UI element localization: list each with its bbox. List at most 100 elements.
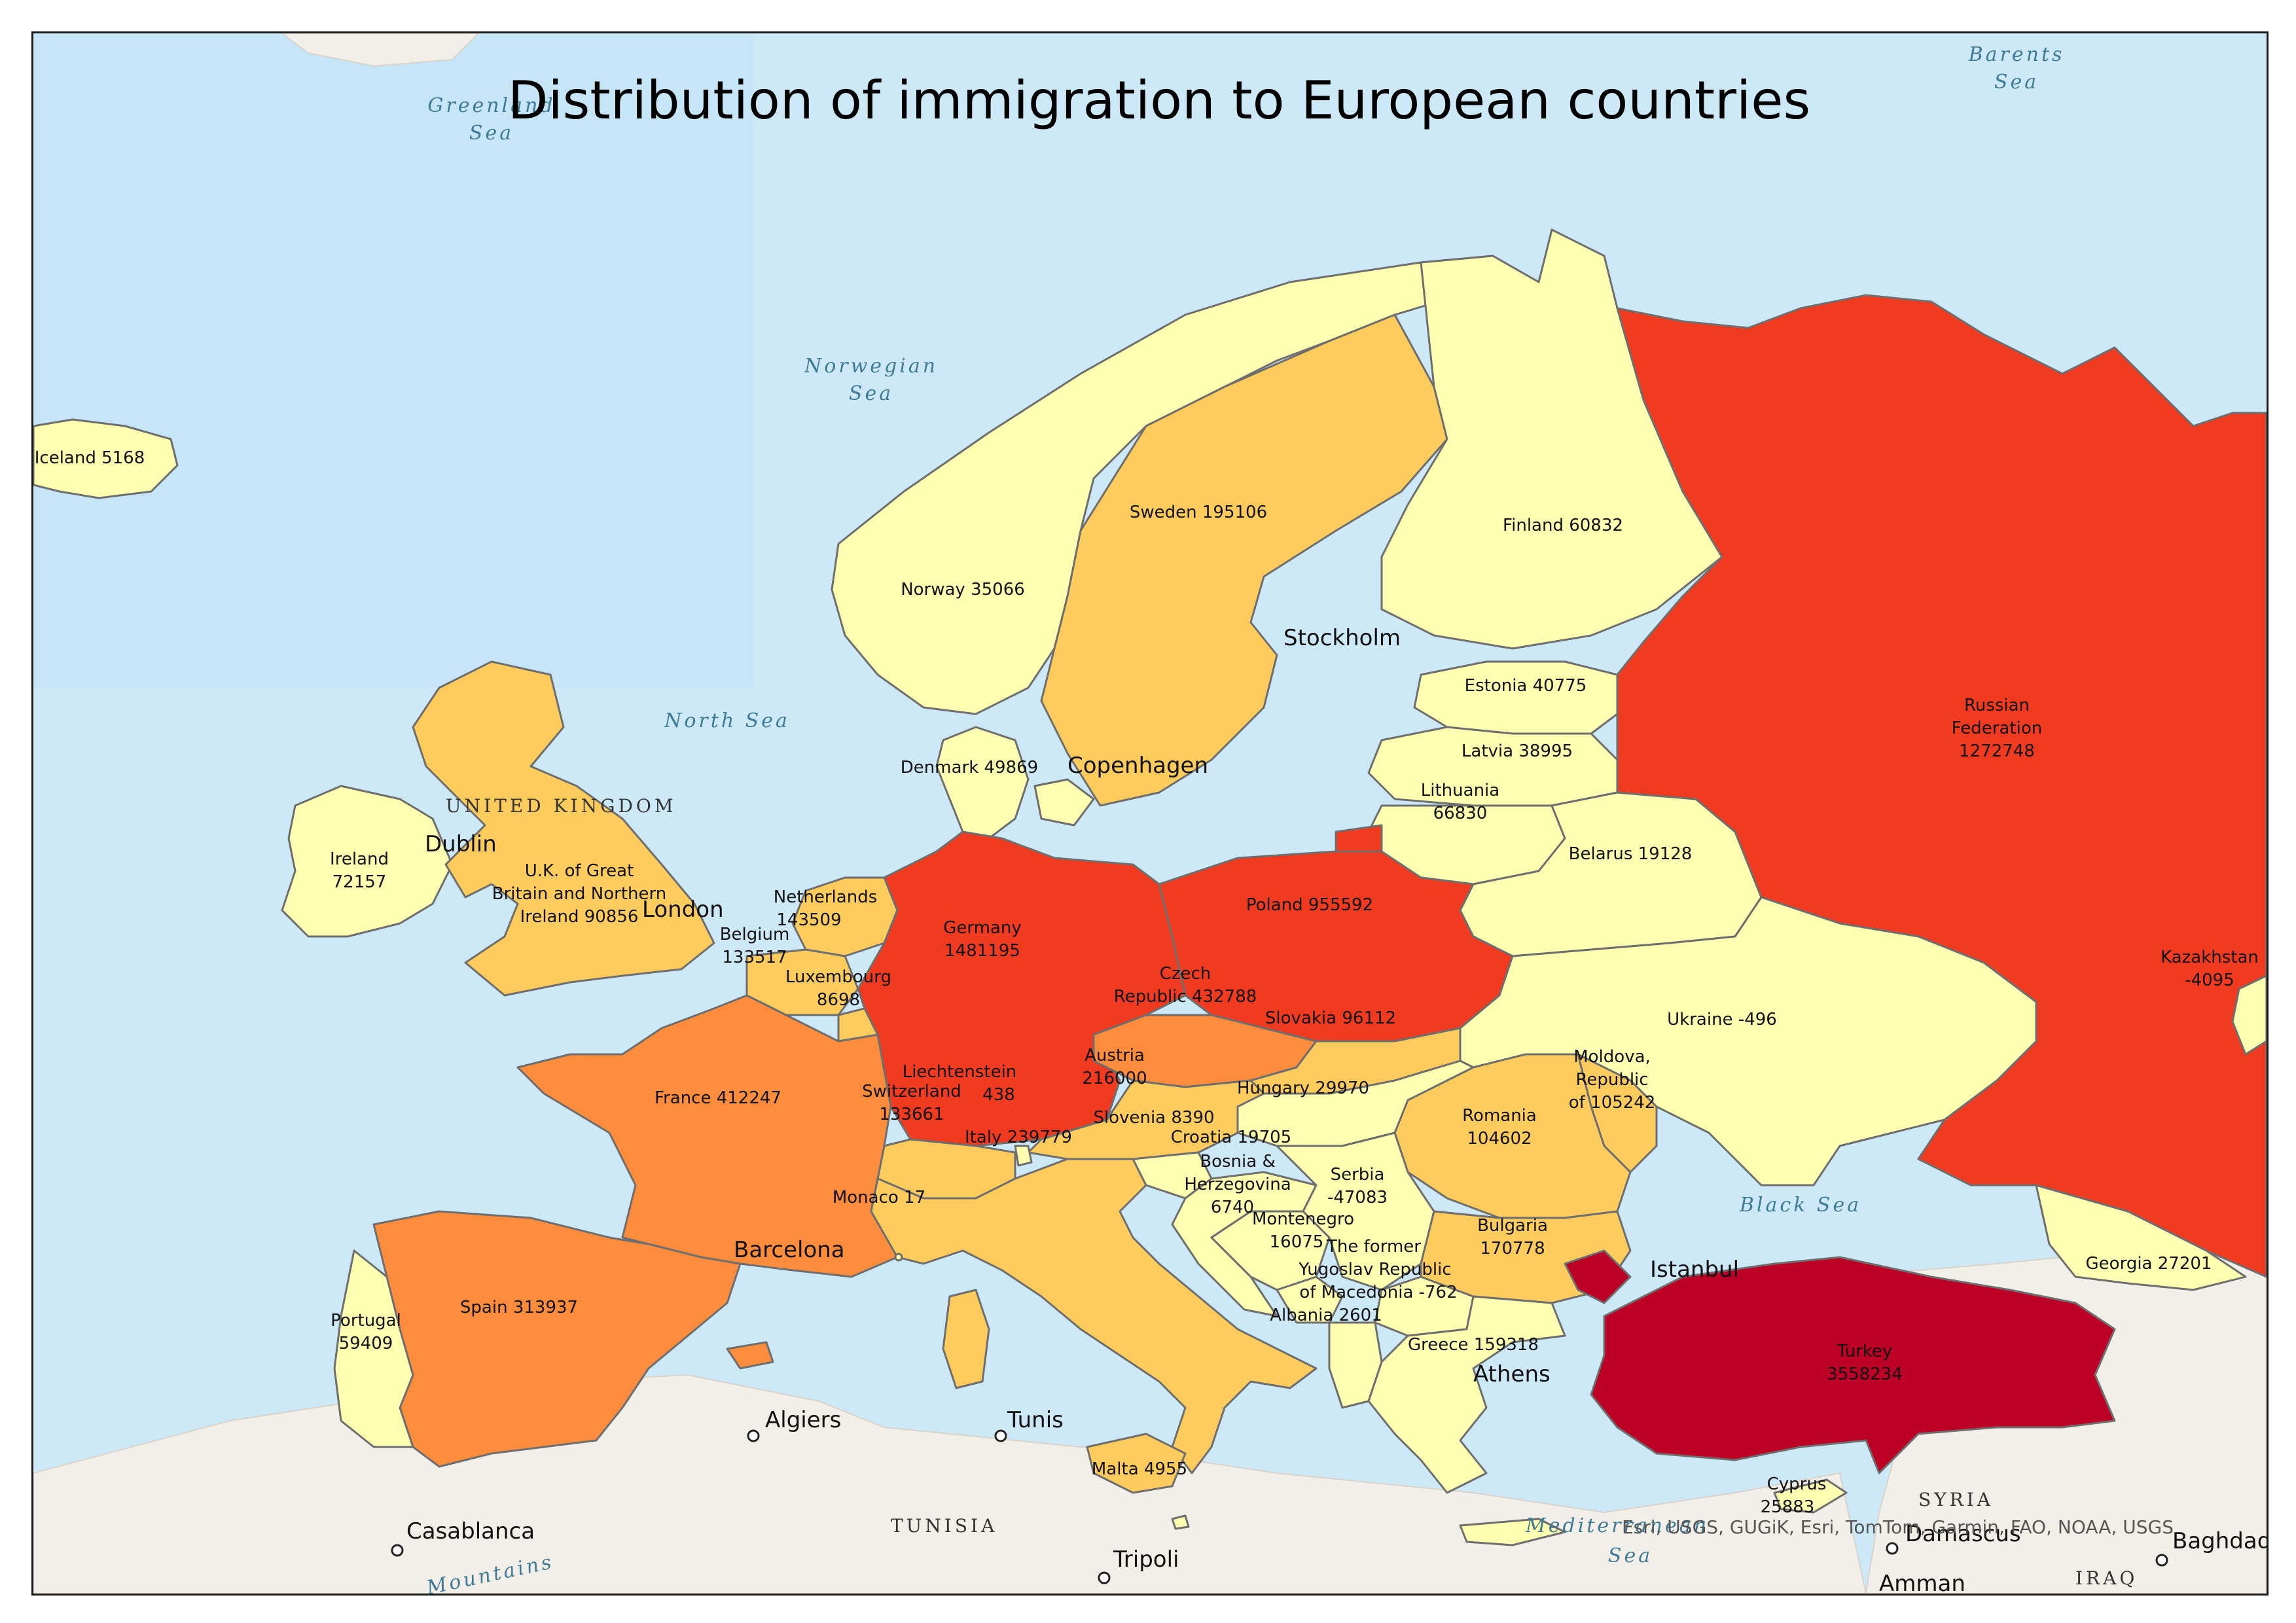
label-portugal-2: 59409	[339, 1334, 393, 1353]
label-poland: Poland 955592	[1246, 895, 1373, 915]
country-kazakhstan[interactable]	[2231, 974, 2267, 1056]
country-malta[interactable]	[1171, 1514, 1190, 1530]
label-denmark: Denmark 49869	[901, 758, 1038, 777]
spain-balearic[interactable]	[726, 1341, 774, 1370]
label-czech-2: Republic 432788	[1114, 987, 1257, 1007]
country-greece[interactable]	[1367, 1295, 1566, 1494]
label-cyprus-2: 25883	[1761, 1497, 1815, 1517]
label-romania-2: 104602	[1467, 1129, 1532, 1149]
city-dublin[interactable]: Dublin	[425, 831, 497, 857]
sea-label-greenland-2: Sea	[469, 122, 514, 145]
country-france[interactable]	[516, 994, 899, 1278]
label-monaco: Monaco 17	[833, 1188, 925, 1207]
country-ireland[interactable]	[281, 785, 454, 938]
label-liechtenstein-1: Liechtenstein	[903, 1062, 1017, 1082]
city-damascus[interactable]: Damascus	[1886, 1521, 2021, 1555]
country-bosnia[interactable]	[1210, 1210, 1331, 1291]
sea-label-north: North Sea	[664, 709, 790, 732]
label-czech-1: Czech	[1160, 964, 1211, 984]
label-macedonia-2: Yugoslav Republic	[1298, 1260, 1451, 1279]
label-belgium-1: Belgium	[720, 925, 790, 944]
label-bulgaria-2: 170778	[1480, 1239, 1545, 1258]
label-uk-1: U.K. of Great	[525, 861, 634, 881]
country-russia[interactable]	[1616, 294, 2267, 1278]
region-label-iraq: IRAQ	[2075, 1567, 2138, 1589]
country-iceland[interactable]	[33, 418, 179, 499]
city-athens[interactable]: Athens	[1473, 1361, 1551, 1387]
svg-text:Damascus: Damascus	[1905, 1521, 2021, 1547]
svg-text:Copenhagen: Copenhagen	[1067, 753, 1208, 779]
svg-text:Dublin: Dublin	[425, 831, 497, 857]
label-austria-1: Austria	[1085, 1046, 1145, 1065]
city-istanbul[interactable]: Istanbul	[1650, 1257, 1739, 1283]
label-belgium-2: 133517	[722, 948, 787, 967]
city-algiers[interactable]: Algiers	[747, 1407, 841, 1442]
label-lithuania-2: 66830	[1433, 804, 1488, 823]
svg-text:Athens: Athens	[1473, 1361, 1551, 1387]
label-france: France 412247	[655, 1088, 781, 1108]
greece-crete[interactable]	[1459, 1518, 1566, 1546]
label-uk-2: Britain and Northern	[492, 884, 666, 904]
country-italy[interactable]	[870, 1158, 1318, 1474]
svg-text:Algiers: Algiers	[765, 1407, 841, 1433]
city-stockholm[interactable]: Stockholm	[1283, 625, 1401, 651]
country-liechtenstein[interactable]	[1014, 1145, 1033, 1167]
country-denmark[interactable]	[935, 726, 1030, 840]
country-montenegro[interactable]	[1276, 1275, 1344, 1324]
label-moldova-1: Moldova,	[1573, 1047, 1651, 1067]
country-sweden[interactable]	[1040, 313, 1448, 807]
region-label-uk: UNITED KINGDOM	[446, 795, 677, 817]
country-turkey[interactable]	[1564, 1249, 2116, 1474]
svg-text:London: London	[642, 897, 724, 923]
sea-shading	[33, 33, 753, 688]
label-turkey-1: Turkey	[1837, 1342, 1893, 1361]
city-casablanca[interactable]: Casablanca	[391, 1518, 535, 1557]
label-bulgaria-1: Bulgaria	[1477, 1216, 1548, 1236]
country-germany[interactable]	[857, 830, 1187, 1147]
country-monaco[interactable]	[894, 1253, 903, 1262]
region-label-tunisia: TUNISIA	[891, 1515, 997, 1537]
label-spain: Spain 313937	[460, 1298, 578, 1317]
label-serbia-2: -47083	[1327, 1188, 1388, 1207]
map-frame: Greenland Sea Barents Sea Norwegian Sea …	[31, 31, 2269, 1596]
italy-sicily[interactable]	[1086, 1433, 1187, 1494]
country-labels: Iceland 5168 Norway 35066 Sweden 195106 …	[35, 448, 2259, 1517]
label-luxembourg-2: 8698	[817, 990, 860, 1010]
city-copenhagen[interactable]: Copenhagen	[1067, 753, 1208, 779]
svg-text:Amman: Amman	[1879, 1571, 1965, 1594]
label-turkey-2: 3558234	[1827, 1364, 1903, 1384]
svg-text:Stockholm: Stockholm	[1283, 625, 1401, 651]
label-belarus: Belarus 19128	[1569, 844, 1693, 864]
label-estonia: Estonia 40775	[1465, 676, 1587, 696]
country-portugal[interactable]	[333, 1249, 414, 1448]
label-hungary: Hungary 29970	[1237, 1079, 1369, 1098]
city-amman[interactable]: Amman	[1879, 1571, 1965, 1594]
country-georgia[interactable]	[2035, 1184, 2247, 1291]
city-baghdad[interactable]: Baghdad	[2155, 1528, 2267, 1567]
label-bosnia-1: Bosnia &	[1200, 1152, 1275, 1171]
city-tripoli[interactable]: Tripoli	[1098, 1546, 1179, 1584]
country-serbia[interactable]	[1276, 1132, 1435, 1291]
svg-text:Baghdad: Baghdad	[2172, 1528, 2267, 1554]
label-russia-2: Federation	[1952, 719, 2042, 738]
sea-label-black: Black Sea	[1739, 1194, 1861, 1217]
country-uk[interactable]	[412, 660, 715, 997]
label-germany-2: 1481195	[944, 941, 1020, 961]
city-barcelona[interactable]: Barcelona	[734, 1237, 845, 1263]
city-tunis[interactable]: Tunis	[994, 1407, 1064, 1442]
city-london[interactable]: London	[642, 897, 724, 923]
sea-label-med: Mediterranean	[1525, 1514, 1709, 1537]
label-georgia: Georgia 27201	[2086, 1254, 2212, 1274]
denmark-islands[interactable]	[1033, 778, 1095, 827]
country-cyprus[interactable]	[1773, 1478, 1848, 1514]
map-canvas[interactable]: Greenland Sea Barents Sea Norwegian Sea …	[33, 33, 2267, 1594]
label-macedonia-1: The former	[1326, 1237, 1421, 1257]
sea-label-med-2: Sea	[1608, 1544, 1653, 1567]
label-ireland-1: Ireland	[330, 849, 389, 869]
label-kazakhstan-2: -4095	[2185, 971, 2234, 990]
svg-text:Istanbul: Istanbul	[1650, 1257, 1739, 1283]
country-estonia[interactable]	[1413, 660, 1619, 735]
country-romania[interactable]	[1393, 1053, 1632, 1219]
svg-text:Barcelona: Barcelona	[734, 1237, 845, 1263]
italy-sardinia[interactable]	[942, 1289, 990, 1389]
